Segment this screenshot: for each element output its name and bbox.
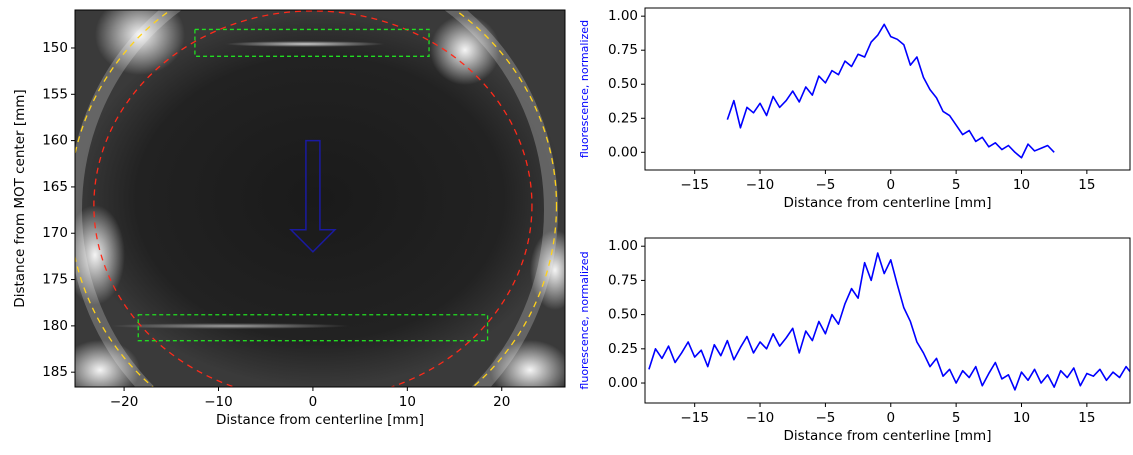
y-tick-label: 0.25 xyxy=(608,110,638,126)
y-tick-label: 150 xyxy=(42,40,68,56)
y-tick-label: 175 xyxy=(42,272,68,288)
y-tick-label: 0.00 xyxy=(608,144,638,160)
y-tick-label: 160 xyxy=(42,133,68,149)
plot-area xyxy=(648,252,1130,391)
arrow xyxy=(289,139,337,253)
x-tick-label: −10 xyxy=(204,394,233,410)
axes-frame xyxy=(644,237,1131,404)
x-tick-label: −10 xyxy=(746,177,775,193)
y-tick-label: 0.75 xyxy=(608,42,638,58)
y-axis-label: fluorescence, normalized xyxy=(578,251,591,389)
x-tick-label: 0 xyxy=(886,177,895,193)
y-tick-label: 170 xyxy=(42,225,68,241)
y-tick-label: 155 xyxy=(42,86,68,102)
y-tick-label: 180 xyxy=(42,318,68,334)
camera-image xyxy=(75,10,565,387)
x-tick-label: 0 xyxy=(309,394,318,410)
y-tick-label: 1.00 xyxy=(608,238,638,254)
x-axis-label: Distance from centerline [mm] xyxy=(784,195,992,211)
x-tick-label: −10 xyxy=(746,410,775,426)
guide-ellipse xyxy=(93,10,533,387)
x-axis-label: Distance from centerline [mm] xyxy=(216,412,424,428)
x-tick-label: 15 xyxy=(1078,410,1095,426)
x-tick-label: −5 xyxy=(815,177,835,193)
x-tick-label: 0 xyxy=(886,410,895,426)
x-tick-label: −15 xyxy=(680,410,709,426)
x-tick-label: 5 xyxy=(952,177,961,193)
y-axis-label: Distance from MOT center [mm] xyxy=(12,89,28,307)
plot-area xyxy=(726,23,1055,159)
x-tick-label: 10 xyxy=(1013,177,1030,193)
y-tick-label: 0.00 xyxy=(608,375,638,391)
y-tick-label: 0.50 xyxy=(608,307,638,323)
x-tick-label: 15 xyxy=(1078,177,1095,193)
x-tick-label: 5 xyxy=(952,410,961,426)
y-tick-label: 185 xyxy=(42,364,68,380)
x-tick-label: −20 xyxy=(110,394,139,410)
axes-frame xyxy=(644,7,1131,171)
plot-area xyxy=(75,10,558,387)
y-axis-label: fluorescence, normalized xyxy=(578,20,591,158)
guide-ellipse xyxy=(75,10,558,387)
y-tick-label: 0.50 xyxy=(608,76,638,92)
x-tick-label: −5 xyxy=(815,410,835,426)
y-tick-label: 165 xyxy=(42,179,68,195)
x-tick-label: 10 xyxy=(399,394,416,410)
x-tick-label: 20 xyxy=(493,394,510,410)
axes-frame xyxy=(74,9,566,388)
region-box xyxy=(194,28,430,57)
data-line xyxy=(726,23,1055,159)
region-box xyxy=(137,314,489,342)
x-axis-label: Distance from centerline [mm] xyxy=(784,428,992,444)
y-tick-label: 0.75 xyxy=(608,272,638,288)
x-tick-label: 10 xyxy=(1013,410,1030,426)
y-tick-label: 1.00 xyxy=(608,8,638,24)
x-tick-label: −15 xyxy=(680,177,709,193)
data-line xyxy=(648,252,1130,391)
y-tick-label: 0.25 xyxy=(608,341,638,357)
